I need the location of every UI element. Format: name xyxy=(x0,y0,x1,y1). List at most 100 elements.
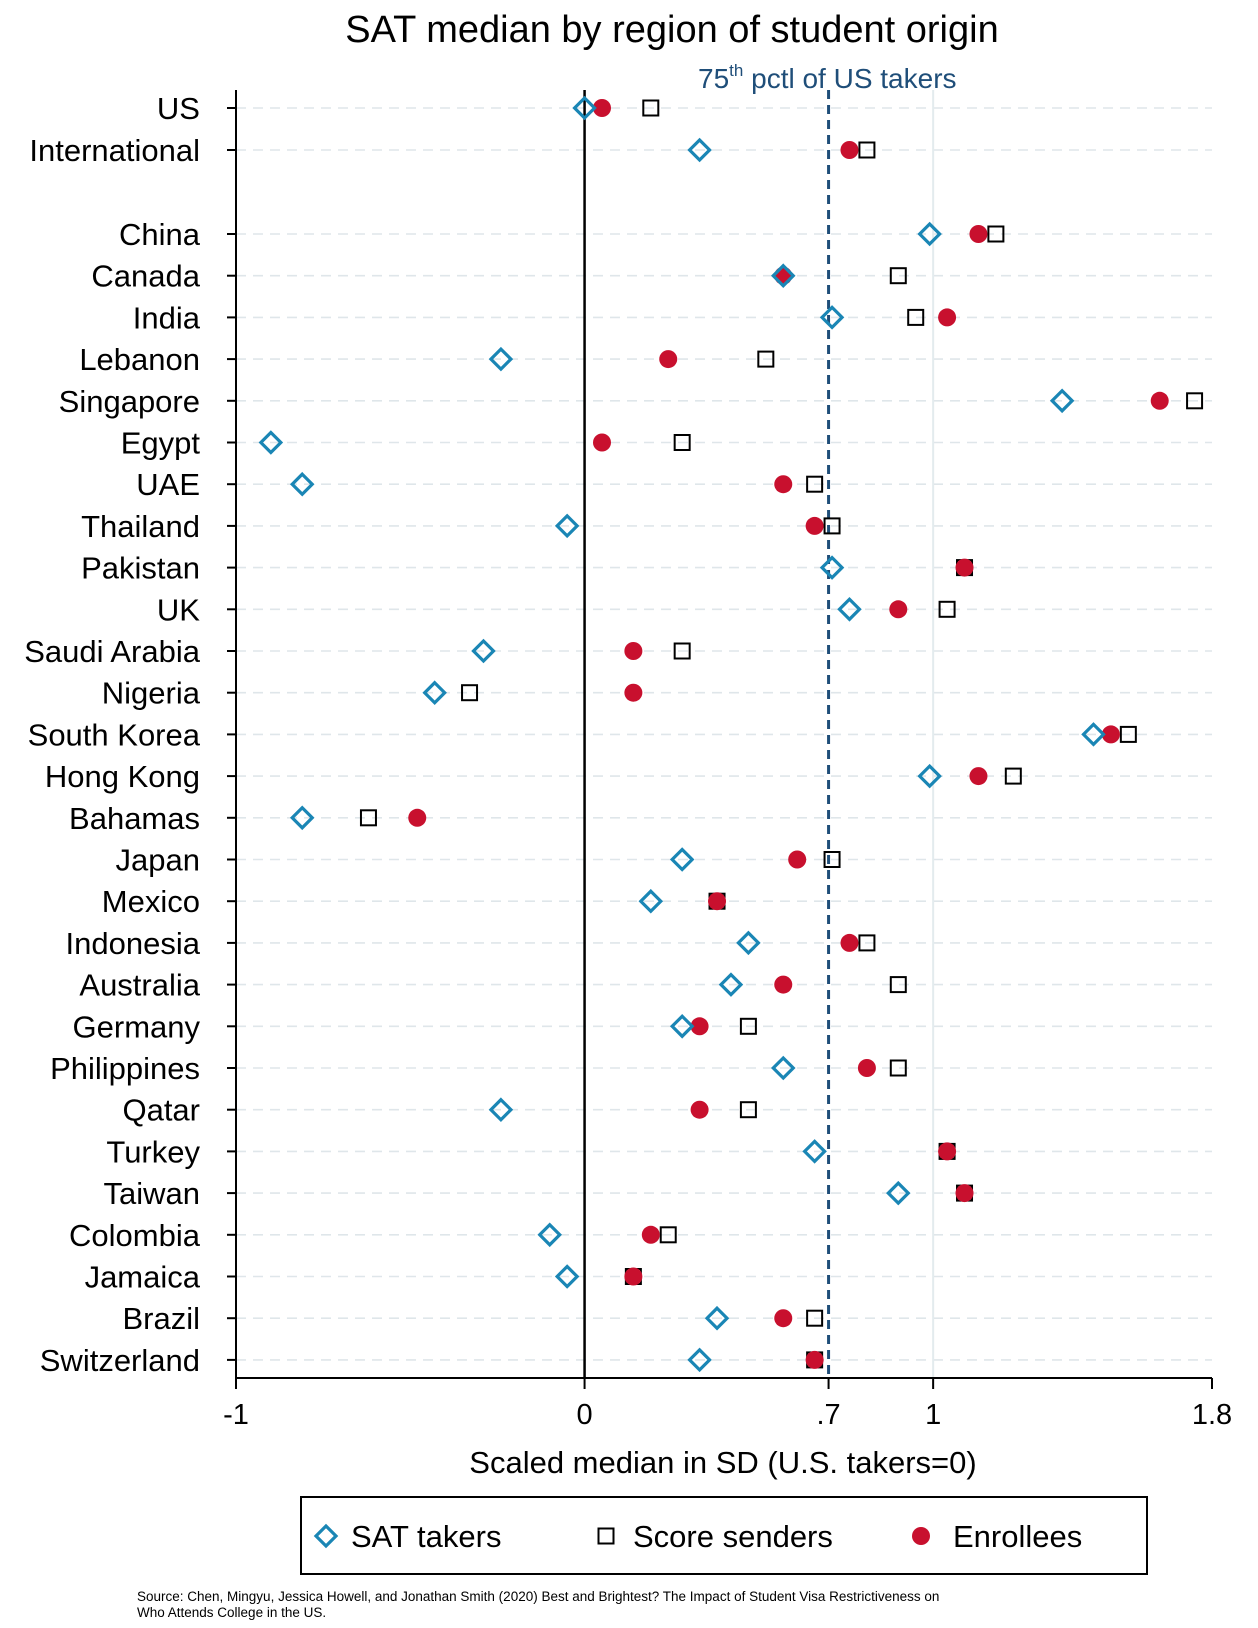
y-label-china: China xyxy=(119,217,201,252)
marker-score-senders-singapore xyxy=(1186,392,1204,410)
y-label-turkey: Turkey xyxy=(106,1134,200,1169)
marker-sat-takers-uk xyxy=(837,597,862,622)
marker-enrollees-qatar xyxy=(690,1100,709,1119)
axes xyxy=(227,90,1212,1379)
y-label-singapore: Singapore xyxy=(59,384,200,419)
x-tick-label--1: -1 xyxy=(223,1399,249,1431)
marker-enrollees-mexico xyxy=(708,892,727,911)
y-label-australia: Australia xyxy=(79,968,200,1003)
marker-sat-takers-australia xyxy=(718,972,744,997)
marker-enrollees-colombia xyxy=(641,1225,660,1244)
marker-enrollees-turkey xyxy=(938,1142,957,1161)
marker-enrollees-pakistan xyxy=(955,558,974,577)
marker-sat-takers-switzerland xyxy=(687,1347,712,1373)
marker-enrollees-south-korea xyxy=(1101,725,1120,744)
marker-enrollees-uk xyxy=(889,600,908,619)
marker-enrollees-china xyxy=(969,225,988,243)
data-markers xyxy=(258,95,1204,1373)
marker-enrollees-thailand xyxy=(805,516,824,535)
y-label-qatar: Qatar xyxy=(122,1093,200,1128)
marker-score-senders-germany xyxy=(739,1017,757,1035)
y-label-thailand: Thailand xyxy=(81,509,200,544)
y-label-pakistan: Pakistan xyxy=(81,551,200,586)
marker-enrollees-us xyxy=(593,99,611,117)
marker-score-senders-brazil xyxy=(806,1309,824,1327)
marker-sat-takers-lebanon xyxy=(488,346,514,372)
marker-score-senders-india xyxy=(907,308,925,326)
marker-score-senders-qatar xyxy=(739,1101,757,1119)
marker-score-senders-us xyxy=(642,99,660,117)
y-label-jamaica: Jamaica xyxy=(85,1260,201,1295)
source-note-line1: Source: Chen, Mingyu, Jessica Howell, an… xyxy=(137,1589,939,1604)
marker-enrollees-saudi-arabia xyxy=(624,642,643,660)
marker-sat-takers-brazil xyxy=(704,1305,730,1331)
marker-enrollees-switzerland xyxy=(805,1350,824,1369)
y-label-saudi-arabia: Saudi Arabia xyxy=(24,634,201,669)
marker-score-senders-nigeria xyxy=(461,684,479,702)
marker-score-senders-canada xyxy=(889,267,907,285)
marker-score-senders-china xyxy=(987,225,1005,243)
y-label-lebanon: Lebanon xyxy=(79,342,200,377)
marker-enrollees-lebanon xyxy=(659,350,678,369)
y-label-canada: Canada xyxy=(91,259,200,294)
marker-sat-takers-colombia xyxy=(537,1222,562,1248)
x-tick-label--7: .7 xyxy=(816,1399,840,1431)
marker-sat-takers-us xyxy=(572,95,597,121)
marker-sat-takers-indonesia xyxy=(736,930,761,956)
marker-sat-takers-taiwan xyxy=(886,1180,911,1206)
y-label-uae: UAE xyxy=(136,467,200,502)
marker-score-senders-japan xyxy=(823,851,841,868)
y-label-bahamas: Bahamas xyxy=(69,801,200,836)
marker-enrollees-international xyxy=(840,141,859,159)
y-label-uk: UK xyxy=(157,592,200,627)
marker-score-senders-colombia xyxy=(659,1226,677,1244)
reference-label-number: 75 xyxy=(698,63,729,94)
marker-sat-takers-china xyxy=(917,221,942,247)
marker-sat-takers-international xyxy=(687,137,712,163)
marker-enrollees-bahamas xyxy=(408,808,427,827)
reference-label-superscript: th xyxy=(729,61,743,80)
marker-sat-takers-hong-kong xyxy=(917,763,942,789)
source-note-line2: Who Attends College in the US. xyxy=(137,1605,326,1620)
y-label-indonesia: Indonesia xyxy=(66,926,201,961)
y-label-nigeria: Nigeria xyxy=(102,676,201,711)
marker-sat-takers-germany xyxy=(669,1014,695,1039)
marker-enrollees-japan xyxy=(788,850,807,869)
marker-score-senders-lebanon xyxy=(757,350,775,368)
legend-marker-enrollees xyxy=(912,1527,930,1545)
marker-sat-takers-uae xyxy=(289,471,315,497)
x-tick-label-1-8: 1.8 xyxy=(1192,1399,1232,1431)
marker-enrollees-germany xyxy=(690,1017,709,1036)
y-label-germany: Germany xyxy=(73,1009,201,1044)
marker-enrollees-hong-kong xyxy=(969,767,988,786)
marker-sat-takers-thailand xyxy=(554,513,580,539)
marker-score-senders-philippines xyxy=(889,1059,907,1077)
y-label-japan: Japan xyxy=(116,843,200,878)
marker-score-senders-hong-kong xyxy=(1004,767,1022,785)
y-label-taiwan: Taiwan xyxy=(104,1176,201,1211)
marker-enrollees-philippines xyxy=(857,1059,876,1077)
x-axis-title: Scaled median in SD (U.S. takers=0) xyxy=(469,1445,976,1480)
marker-score-senders-thailand xyxy=(823,517,841,535)
marker-score-senders-south-korea xyxy=(1119,725,1137,743)
legend: SAT takers Score senders Enrollees xyxy=(300,1496,1148,1575)
marker-sat-takers-saudi-arabia xyxy=(471,638,496,664)
marker-enrollees-egypt xyxy=(593,433,611,452)
marker-sat-takers-egypt xyxy=(258,430,284,455)
legend-label-enrollees: Enrollees xyxy=(953,1519,1082,1554)
marker-enrollees-india xyxy=(938,308,957,327)
reference-label-rest: pctl of US takers xyxy=(743,63,956,94)
marker-enrollees-australia xyxy=(774,975,793,994)
x-axis-ticks: -1 0 .7 1 1.8 xyxy=(223,1378,1232,1431)
marker-sat-takers-nigeria xyxy=(422,680,447,705)
y-label-switzerland: Switzerland xyxy=(40,1343,200,1378)
y-axis-labels: US International China Canada India Lebanon Si… xyxy=(24,91,201,1378)
legend-box xyxy=(300,1496,1148,1575)
marker-sat-takers-singapore xyxy=(1049,388,1075,414)
chart-title: SAT median by region of student origin xyxy=(345,9,998,51)
marker-sat-takers-qatar xyxy=(488,1097,514,1122)
marker-score-senders-international xyxy=(858,141,876,159)
y-label-international: International xyxy=(29,133,200,168)
marker-score-senders-bahamas xyxy=(359,809,377,827)
